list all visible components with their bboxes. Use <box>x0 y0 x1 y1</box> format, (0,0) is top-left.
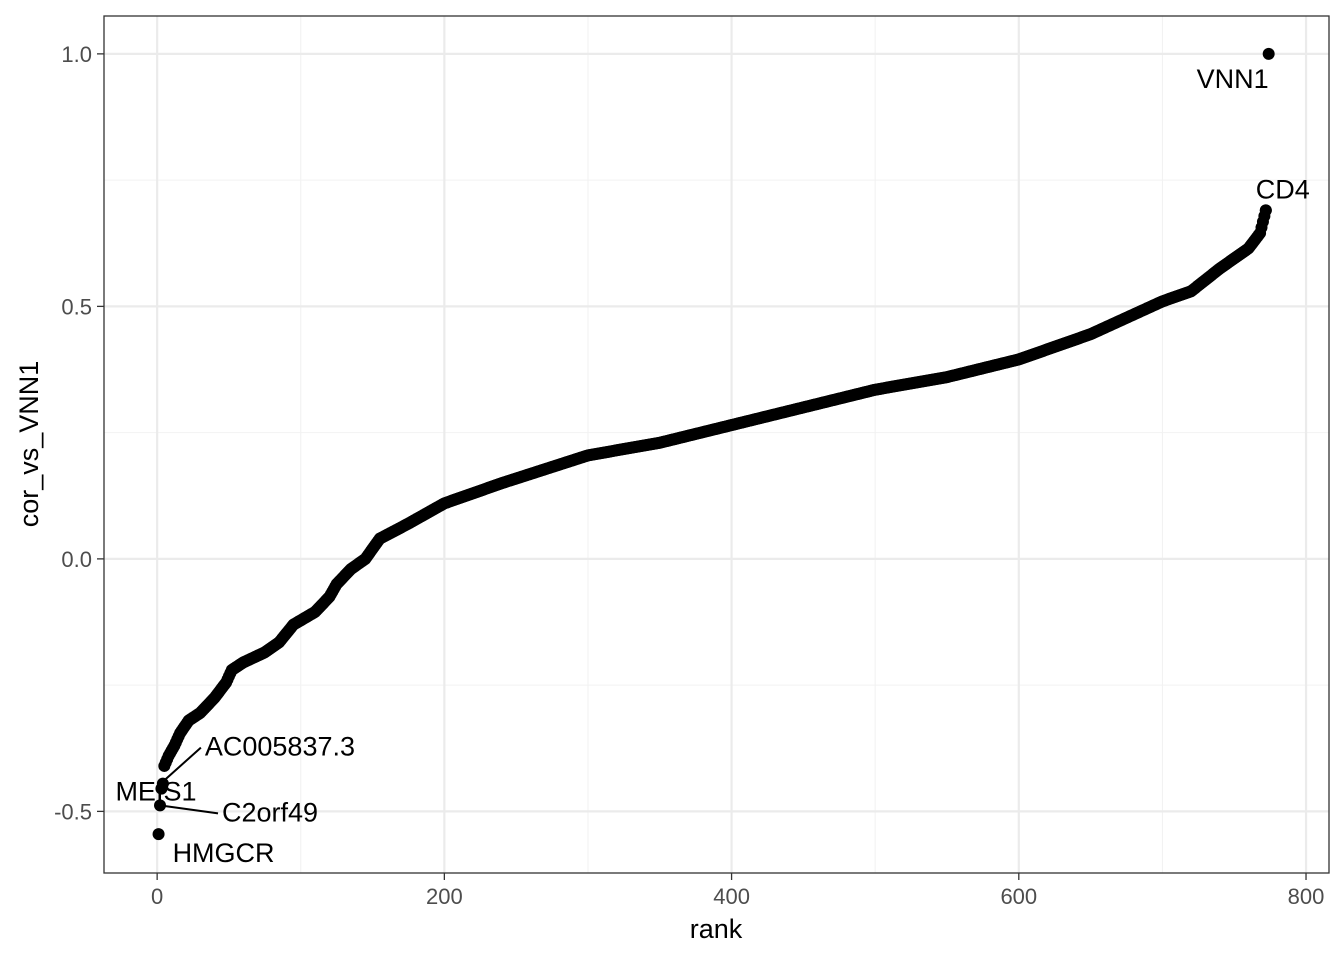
x-axis: 0 200 400 600 800 <box>151 873 1324 909</box>
y-tick-label: 0.5 <box>61 294 92 319</box>
x-tick-label: 0 <box>151 884 163 909</box>
label-connectors <box>159 746 219 815</box>
y-axis-title: cor_vs_VNN1 <box>14 361 44 528</box>
labeled-data-point <box>1259 204 1272 217</box>
plot-panel <box>104 16 1329 873</box>
point-label-hmgcr: HMGCR <box>173 838 275 868</box>
point-label-vnn1: VNN1 <box>1197 64 1269 94</box>
labeled-data-point <box>152 828 165 841</box>
x-axis-title: rank <box>690 914 743 944</box>
point-label-meis1: MEIS1 <box>115 777 196 807</box>
point-labels: VNN1 CD4 AC005837.3 MEIS1 C2orf49 HMGCR <box>115 64 1309 868</box>
x-tick-label: 400 <box>713 884 750 909</box>
y-tick-label: 0.0 <box>61 547 92 572</box>
label-connector <box>159 804 219 815</box>
grid-major <box>104 16 1329 873</box>
x-tick-label: 800 <box>1288 884 1325 909</box>
y-axis: -0.5 0.0 0.5 1.0 <box>54 42 104 824</box>
plot-border <box>103 15 1330 874</box>
data-points <box>152 47 1275 841</box>
labeled-data-point <box>155 782 168 795</box>
point-label-ac005837-3: AC005837.3 <box>205 732 355 762</box>
labeled-data-point <box>1262 47 1275 60</box>
y-tick-label: 1.0 <box>61 42 92 67</box>
point-label-cd4: CD4 <box>1256 174 1310 204</box>
y-tick-label: -0.5 <box>54 799 92 824</box>
point-label-c2orf49: C2orf49 <box>222 797 318 827</box>
label-connector <box>162 746 202 783</box>
x-tick-label: 200 <box>426 884 463 909</box>
x-tick-label: 600 <box>1000 884 1037 909</box>
